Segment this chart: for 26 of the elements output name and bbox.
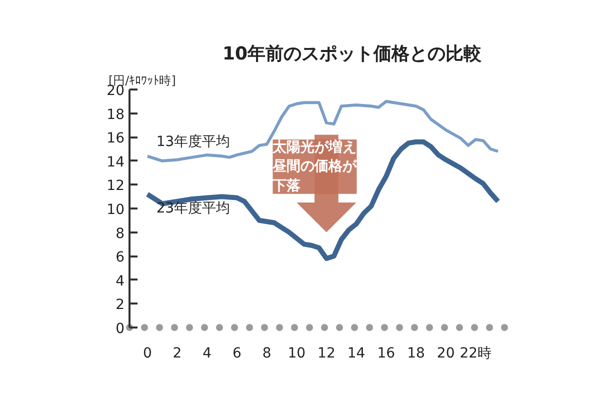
- chart-title: 10年前のスポット価格との比較: [222, 44, 483, 64]
- x-tick-label: 0: [142, 346, 152, 362]
- x-tick-label: 22時: [460, 346, 492, 362]
- x-tick-label: 18: [407, 346, 425, 362]
- y-tick-label: 6: [116, 250, 125, 266]
- y-tick-label: 0: [116, 321, 125, 337]
- x-tick-label: 16: [377, 346, 396, 362]
- series-label: 23年度平均: [156, 200, 230, 216]
- annotation: 太陽光が増え昼間の価格が下落: [272, 138, 358, 194]
- y-tick-label: 8: [116, 226, 125, 242]
- x-tick-label: 8: [262, 346, 272, 362]
- y-tick-label: 16: [106, 130, 125, 147]
- y-tick-label: 10: [106, 202, 125, 218]
- y-tick-label: 2: [116, 297, 125, 314]
- x-tick-label: 20: [436, 346, 455, 362]
- x-tick-label: 14: [347, 346, 366, 362]
- series-label: 13年度平均: [156, 134, 230, 150]
- x-tick-label: 2: [172, 346, 182, 362]
- y-tick-label: 18: [106, 106, 125, 123]
- x-tick-label: 12: [318, 346, 336, 362]
- x-tick-label: 6: [232, 346, 242, 362]
- x-tick-label: 10: [288, 346, 306, 362]
- y-tick-label: 4: [116, 273, 125, 290]
- y-tick-label: 14: [106, 154, 125, 170]
- x-tick-label: 4: [202, 346, 212, 362]
- y-tick-label: 12: [106, 178, 125, 194]
